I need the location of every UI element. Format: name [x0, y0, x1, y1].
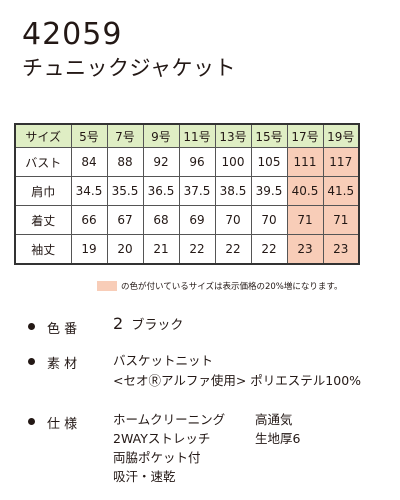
table-cell: 96	[178, 147, 216, 177]
size-header-cell: 11号	[178, 123, 216, 148]
table-cell-highlight: 71	[286, 205, 324, 235]
table-row: 肩巾 34.5 35.5 36.5 37.5 38.5 39.5 40.5 41…	[14, 176, 360, 206]
table-cell: 88	[106, 147, 144, 177]
feature-item: 吸汗・速乾	[113, 469, 176, 484]
bullet-icon	[28, 323, 35, 330]
table-cell: 100	[214, 147, 252, 177]
size-header-cell: 7号	[106, 123, 144, 148]
row-label: バスト	[14, 147, 72, 177]
table-cell: 36.5	[142, 176, 180, 206]
table-cell: 22	[214, 234, 252, 265]
table-cell-highlight: 111	[286, 147, 324, 177]
row-label: 着丈	[14, 205, 72, 235]
price-note-text: の色が付いているサイズは表示価格の20%増になります。	[121, 282, 343, 292]
table-row: 着丈 66 67 68 69 70 70 71 71	[14, 205, 360, 235]
row-label: 袖丈	[14, 234, 72, 265]
size-header-cell: 15号	[250, 123, 288, 148]
material-line-2: <セオⓇアルファ使用> ポリエステル100%	[113, 373, 362, 388]
table-cell: 21	[142, 234, 180, 265]
table-cell: 22	[178, 234, 216, 265]
feature-item: 両脇ポケット付	[113, 450, 201, 465]
feature-item: 2WAYストレッチ	[113, 431, 211, 446]
table-cell: 34.5	[70, 176, 108, 206]
table-cell-highlight: 117	[322, 147, 360, 177]
spec-features: 仕 様	[28, 413, 119, 432]
table-row: バスト 84 88 92 96 100 105 111 117	[14, 147, 360, 177]
color-name: ブラック	[131, 318, 184, 333]
feature-item: 生地厚6	[255, 431, 301, 446]
size-table: サイズ 5号 7号 9号 11号 13号 15号 17号 19号 バスト 84 …	[14, 123, 360, 265]
bullet-icon	[28, 418, 35, 425]
product-name: チュニックジャケット	[22, 56, 236, 80]
table-cell-highlight: 40.5	[286, 176, 324, 206]
highlight-swatch	[97, 281, 117, 291]
feature-item: 高通気	[255, 412, 293, 427]
color-value: 2 ブラック	[113, 314, 183, 333]
table-cell: 22	[250, 234, 288, 265]
size-header-cell: 9号	[142, 123, 180, 148]
size-header-row: サイズ 5号 7号 9号 11号 13号 15号 17号 19号	[14, 123, 360, 148]
spec-label: 素 材	[47, 357, 78, 372]
table-cell: 92	[142, 147, 180, 177]
color-number: 2	[113, 314, 124, 333]
row-label: 肩巾	[14, 176, 72, 206]
table-cell: 84	[70, 147, 108, 177]
table-cell: 20	[106, 234, 144, 265]
table-cell: 39.5	[250, 176, 288, 206]
table-cell: 70	[214, 205, 252, 235]
size-corner-cell: サイズ	[14, 123, 72, 148]
table-cell: 68	[142, 205, 180, 235]
table-row: 袖丈 19 20 21 22 22 22 23 23	[14, 234, 360, 265]
table-cell: 38.5	[214, 176, 252, 206]
spec-label: 仕 様	[47, 417, 78, 432]
table-cell-highlight: 23	[286, 234, 324, 265]
table-cell: 19	[70, 234, 108, 265]
table-cell: 105	[250, 147, 288, 177]
product-code: 42059	[22, 17, 123, 52]
feature-item	[255, 467, 300, 486]
table-cell-highlight: 41.5	[322, 176, 360, 206]
feature-item	[255, 448, 300, 467]
material-value: バスケットニット <セオⓇアルファ使用> ポリエステル100%	[113, 351, 361, 391]
spec-color: 色 番	[28, 318, 119, 337]
spec-material: 素 材	[28, 353, 119, 372]
size-header-cell: 5号	[70, 123, 108, 148]
price-note: の色が付いているサイズは表示価格の20%増になります。	[97, 280, 343, 292]
size-header-cell: 19号	[322, 123, 360, 148]
table-cell: 37.5	[178, 176, 216, 206]
features-list: ホームクリーニング 高通気 2WAYストレッチ 生地厚6 両脇ポケット付 吸汗・…	[113, 410, 300, 486]
spec-label: 色 番	[47, 322, 78, 337]
table-cell: 69	[178, 205, 216, 235]
table-cell: 70	[250, 205, 288, 235]
size-header-cell: 17号	[286, 123, 324, 148]
table-cell: 35.5	[106, 176, 144, 206]
table-cell: 67	[106, 205, 144, 235]
feature-item: ホームクリーニング	[113, 412, 226, 427]
material-line-1: バスケットニット	[113, 353, 214, 368]
size-header-cell: 13号	[214, 123, 252, 148]
table-cell-highlight: 71	[322, 205, 360, 235]
table-cell-highlight: 23	[322, 234, 360, 265]
table-cell: 66	[70, 205, 108, 235]
bullet-icon	[28, 358, 35, 365]
